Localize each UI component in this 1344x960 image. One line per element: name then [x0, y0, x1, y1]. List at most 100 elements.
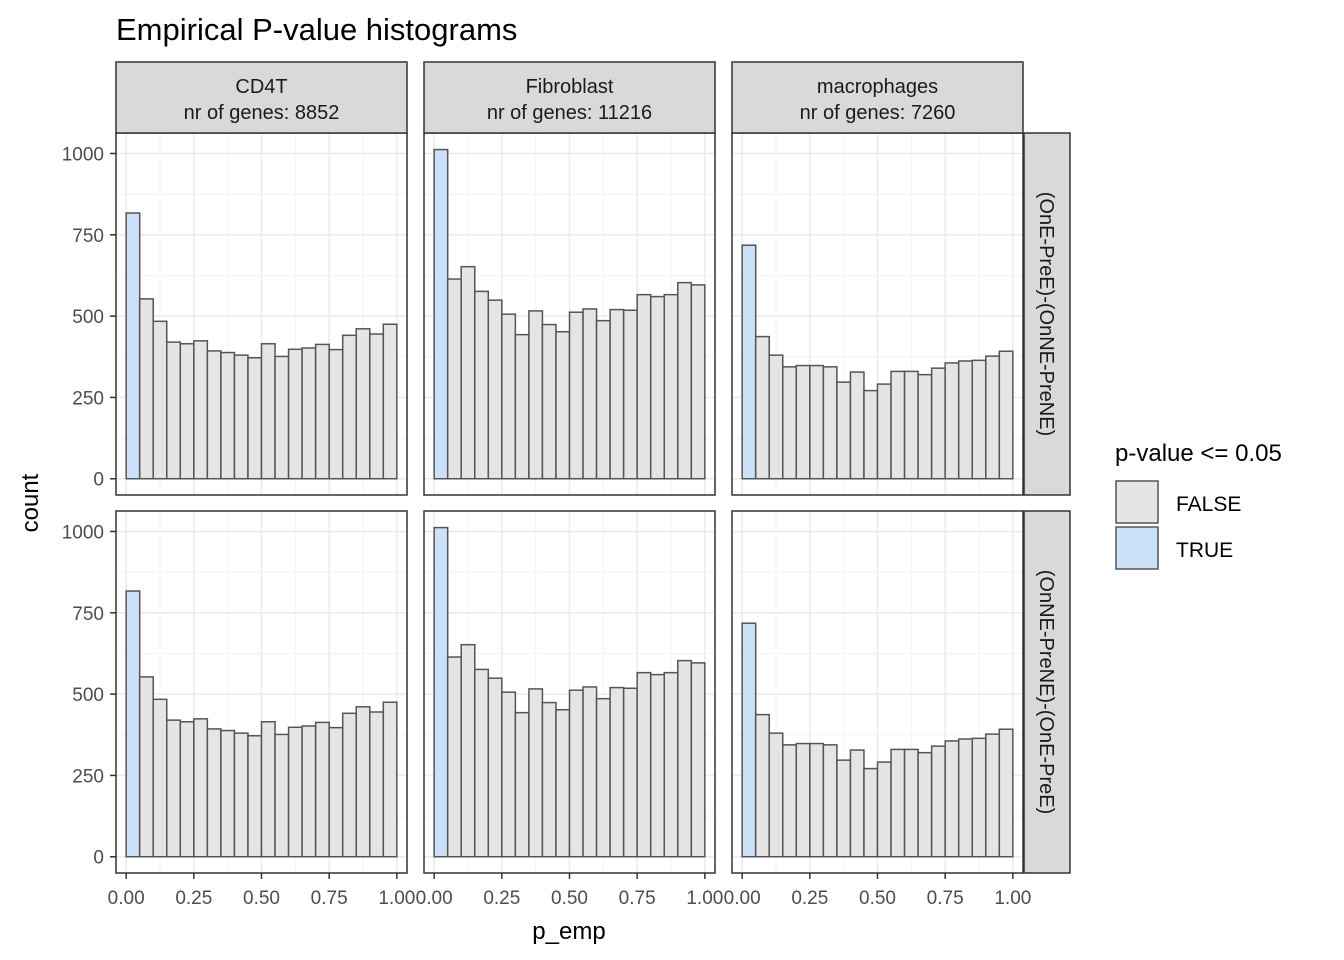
- histogram-bar: [382, 701, 398, 858]
- histogram-bar: [274, 355, 290, 480]
- histogram-bar: [233, 732, 249, 858]
- histogram-bar: [125, 212, 141, 480]
- column-strip: [731, 61, 1024, 134]
- histogram-bar: [971, 359, 987, 480]
- histogram-bar: [930, 367, 946, 480]
- histogram-bar: [809, 742, 825, 858]
- histogram-bar: [260, 343, 276, 480]
- histogram-bar: [649, 295, 665, 480]
- column-strip: [423, 61, 716, 134]
- legend-key-true: [1115, 526, 1159, 570]
- x-tick-label: 0.25: [175, 888, 212, 909]
- legend-key-false: [1115, 480, 1159, 524]
- histogram-bar: [957, 360, 973, 480]
- histogram-bar: [636, 293, 652, 480]
- facet-panel: [731, 132, 1024, 496]
- y-tick-label: 1000: [62, 144, 104, 165]
- histogram-bar: [138, 676, 154, 858]
- histogram-bar: [622, 309, 638, 480]
- y-tick-label: 750: [72, 226, 104, 247]
- histogram-bar: [487, 299, 503, 480]
- histogram-bar: [971, 737, 987, 858]
- y-tick-label: 0: [93, 470, 104, 491]
- histogram-bar: [782, 744, 798, 858]
- histogram-bar: [822, 366, 838, 480]
- histogram-bar: [514, 711, 530, 858]
- histogram-bar: [609, 308, 625, 480]
- legend-title: p-value <= 0.05: [1115, 440, 1282, 467]
- histogram-bar: [206, 350, 222, 480]
- row-strip: [1023, 510, 1071, 874]
- histogram-bar: [741, 244, 757, 480]
- histogram-bar: [944, 740, 960, 858]
- x-tick-label: 0.00: [108, 888, 145, 909]
- x-tick-label: 1.00: [378, 888, 415, 909]
- histogram-bar: [341, 334, 357, 480]
- y-axis-label: count: [17, 473, 44, 532]
- histogram-bar: [876, 761, 892, 858]
- histogram-bar: [957, 738, 973, 858]
- histogram-bar: [822, 744, 838, 858]
- facet-panel: 0 250 500 750 1000 0.00 0.25 0.50 0.75 1.00: [62, 510, 415, 909]
- x-tick-label: 1.00: [994, 888, 1031, 909]
- y-tick-label: 750: [72, 604, 104, 625]
- histogram-bar: [930, 745, 946, 858]
- row-strip: [1023, 132, 1071, 496]
- histogram-bar: [179, 343, 195, 480]
- row-strip-label: (OnE-PreE)-(OnNE-PreNE): [1035, 192, 1057, 436]
- histogram-bar: [998, 350, 1014, 480]
- histogram-bar: [903, 748, 919, 858]
- histogram-bar: [663, 671, 679, 858]
- histogram-bar: [166, 719, 182, 858]
- histogram-bar: [985, 733, 1001, 858]
- histogram-bar: [677, 659, 693, 858]
- histogram-bar: [636, 671, 652, 858]
- column-strip-subtitle: nr of genes: 7260: [800, 102, 956, 124]
- histogram-bar: [998, 728, 1014, 858]
- column-strip: [115, 61, 408, 134]
- histogram-bar: [568, 689, 584, 858]
- x-tick-label: 0.75: [619, 888, 656, 909]
- histogram-bar: [555, 330, 571, 480]
- histogram-bar: [890, 370, 906, 480]
- histogram-bar: [341, 712, 357, 858]
- histogram-bar: [863, 389, 879, 480]
- histogram-bar: [690, 662, 706, 858]
- histogram-bar: [274, 733, 290, 858]
- histogram-bar: [985, 355, 1001, 480]
- x-tick-label: 0.25: [791, 888, 828, 909]
- x-tick-label: 0.75: [311, 888, 348, 909]
- histogram-bar: [206, 728, 222, 858]
- histogram-bar: [193, 718, 209, 858]
- histogram-bar: [220, 351, 236, 480]
- histogram-bar: [355, 328, 371, 480]
- histogram-bar: [260, 721, 276, 858]
- histogram-bar: [433, 526, 449, 858]
- histogram-bar: [741, 622, 757, 858]
- x-tick-label: 0.25: [483, 888, 520, 909]
- histogram-bar: [795, 364, 811, 480]
- histogram-bar: [355, 706, 371, 858]
- histogram-bar: [609, 686, 625, 858]
- y-tick-label: 250: [72, 388, 104, 409]
- histogram-bar: [152, 320, 168, 480]
- histogram-bar: [487, 677, 503, 858]
- histogram-bar: [474, 668, 490, 858]
- column-strip-title: CD4T: [235, 76, 287, 98]
- histogram-bar: [193, 340, 209, 480]
- histogram-bar: [514, 333, 530, 480]
- row-strip-label: (OnNE-PreNE)-(OnE-PreE): [1035, 570, 1057, 814]
- x-tick-label: 1.00: [686, 888, 723, 909]
- histogram-bar: [460, 265, 476, 480]
- histogram-bar: [474, 290, 490, 480]
- column-strip-title: macrophages: [817, 76, 938, 98]
- column-strip-subtitle: nr of genes: 11216: [487, 102, 652, 124]
- histogram-bar: [166, 341, 182, 480]
- facet-panel: 0.00 0.25 0.50 0.75 1.00: [724, 510, 1031, 909]
- histogram-bar: [301, 725, 317, 858]
- histogram-bar: [582, 686, 598, 858]
- histogram-bar: [125, 590, 141, 858]
- histogram-bar: [849, 749, 865, 858]
- x-axis-label: p_emp: [532, 918, 605, 945]
